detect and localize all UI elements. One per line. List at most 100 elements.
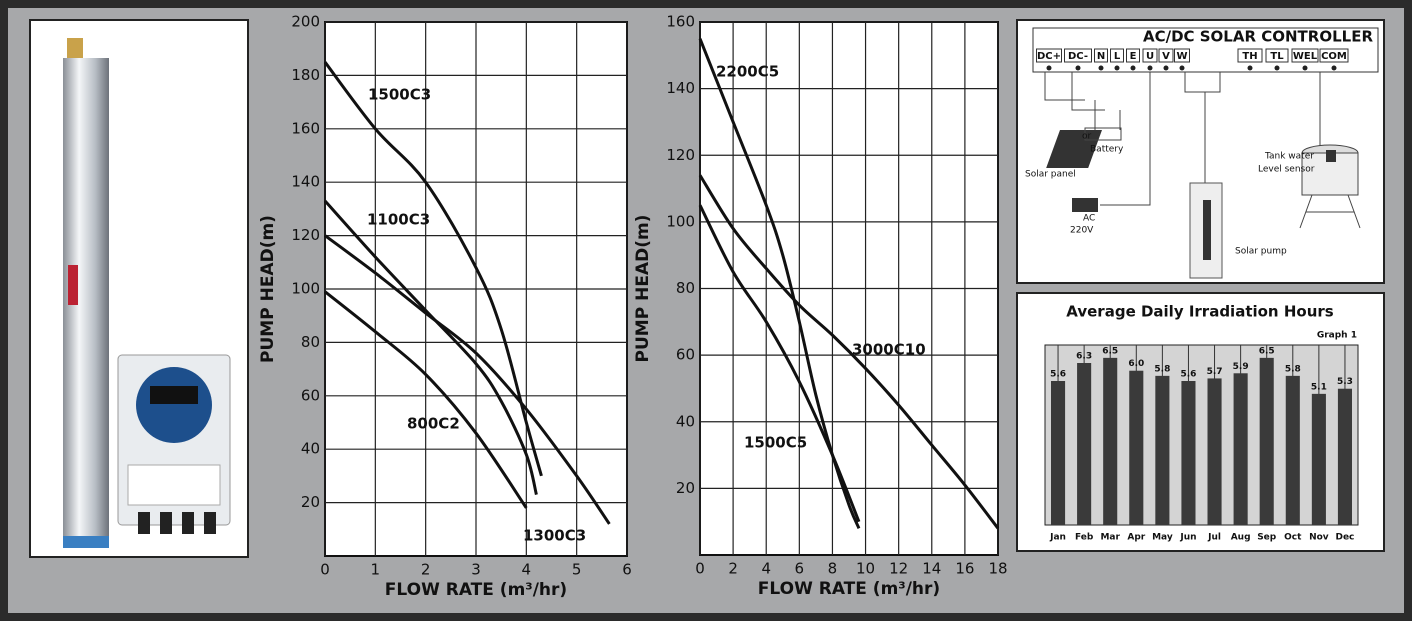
value-label: 6.5	[1102, 346, 1118, 356]
curve-label: 1100C3	[367, 211, 430, 229]
bar-plot-area	[1045, 345, 1358, 525]
x-axis-label: FLOW RATE (m³/hr)	[385, 580, 567, 600]
x-tick-label: 5	[572, 561, 582, 579]
terminal-label: TL	[1270, 51, 1284, 62]
bar	[1103, 358, 1117, 525]
y-tick-label: 60	[301, 386, 320, 404]
terminal-screw	[1047, 66, 1052, 71]
x-tick-label: 2	[421, 561, 431, 579]
value-label: 5.3	[1337, 377, 1353, 387]
y-tick-label: 80	[301, 333, 320, 351]
x-axis-label: FLOW RATE (m³/hr)	[758, 579, 940, 599]
x-tick-label: 8	[828, 560, 838, 578]
y-tick-label: 120	[666, 146, 695, 164]
terminal-label: E	[1130, 51, 1137, 62]
x-tick-label: 4	[522, 561, 532, 579]
diagram-title: AC/DC SOLAR CONTROLLER	[1143, 28, 1373, 46]
bar	[1207, 378, 1221, 525]
y-tick-label: 100	[291, 280, 320, 298]
x-tick-label: 16	[955, 560, 974, 578]
x-tick-label: Aug	[1231, 533, 1251, 543]
terminal-label: WEL	[1293, 51, 1318, 62]
bar	[1129, 371, 1143, 525]
page: AC/DC SOLAR CONTROLLER DC+DC-NLEUVWTHTLW…	[0, 0, 1412, 621]
terminal-screw	[1148, 66, 1153, 71]
diagram-label: 220V	[1070, 226, 1094, 236]
x-tick-label: Jan	[1049, 533, 1066, 543]
terminal-screw	[1115, 66, 1120, 71]
terminal-screw	[1180, 66, 1185, 71]
y-tick-label: 140	[291, 173, 320, 191]
x-tick-label: 0	[320, 561, 330, 579]
diagram-label: Solar panel	[1025, 170, 1076, 180]
curve-label: 1500C5	[744, 434, 807, 452]
curve-label: 2200C5	[716, 63, 779, 81]
terminal-label: DC-	[1068, 51, 1088, 62]
curve-label: 1500C3	[368, 86, 431, 104]
curve-label: 3000C10	[852, 341, 926, 359]
terminal-label: W	[1176, 51, 1187, 62]
bar	[1077, 363, 1091, 525]
curve-label: 800C2	[407, 415, 460, 433]
terminal-screw	[1099, 66, 1104, 71]
diagram-label: Solar pump	[1235, 247, 1287, 257]
x-tick-label: 4	[761, 560, 771, 578]
chart-subtitle: Graph 1	[1317, 331, 1357, 341]
terminal-screw	[1332, 66, 1337, 71]
y-tick-label: 20	[676, 479, 695, 497]
bar	[1181, 381, 1195, 525]
value-label: 5.7	[1207, 367, 1223, 377]
y-tick-label: 40	[676, 412, 695, 430]
value-label: 5.8	[1154, 364, 1170, 374]
product-photo	[30, 20, 248, 557]
y-tick-label: 180	[291, 66, 320, 84]
value-label: 5.8	[1285, 364, 1301, 374]
bar	[1338, 389, 1352, 525]
x-tick-label: 1	[371, 561, 381, 579]
bar	[1260, 358, 1274, 525]
diagram-label: Level sensor	[1258, 165, 1315, 175]
y-tick-label: 120	[291, 226, 320, 244]
diagram-label: Tank water	[1264, 152, 1314, 162]
x-tick-label: Feb	[1075, 533, 1094, 543]
x-tick-label: Jun	[1179, 533, 1196, 543]
terminal-label: U	[1146, 51, 1154, 62]
x-tick-label: Apr	[1127, 533, 1145, 543]
bar	[1234, 373, 1248, 525]
y-tick-label: 100	[666, 212, 695, 230]
value-label: 6.5	[1259, 346, 1275, 356]
diagram-label: AC	[1083, 214, 1095, 224]
x-tick-label: 3	[471, 561, 481, 579]
x-tick-label: 10	[856, 560, 875, 578]
bar	[1155, 376, 1169, 525]
diagram-label: or	[1082, 132, 1092, 142]
terminal-screw	[1076, 66, 1081, 71]
terminal-screw	[1303, 66, 1308, 71]
y-tick-label: 140	[666, 79, 695, 97]
value-label: 6.3	[1076, 352, 1092, 362]
chart-title: Average Daily Irradiation Hours	[1066, 303, 1333, 321]
terminal-label: N	[1097, 51, 1105, 62]
y-tick-label: 40	[301, 440, 320, 458]
x-tick-label: 12	[889, 560, 908, 578]
terminal-screw	[1164, 66, 1169, 71]
value-label: 5.6	[1180, 370, 1196, 380]
terminal-label: L	[1114, 51, 1121, 62]
x-tick-label: May	[1152, 533, 1173, 543]
value-label: 5.9	[1233, 362, 1249, 372]
y-tick-label: 60	[676, 346, 695, 364]
value-label: 5.6	[1050, 370, 1066, 380]
x-tick-label: Dec	[1335, 533, 1354, 543]
terminal-screw	[1131, 66, 1136, 71]
terminal-label: V	[1162, 51, 1170, 62]
terminal-label: COM	[1321, 51, 1347, 62]
x-tick-label: Jul	[1207, 533, 1221, 543]
terminal-screw	[1275, 66, 1280, 71]
y-tick-label: 20	[301, 493, 320, 511]
value-label: 5.1	[1311, 382, 1327, 392]
y-axis-label: PUMP HEAD(m)	[633, 215, 653, 363]
x-tick-label: 2	[728, 560, 738, 578]
x-tick-label: 0	[695, 560, 705, 578]
value-label: 6.0	[1128, 359, 1144, 369]
